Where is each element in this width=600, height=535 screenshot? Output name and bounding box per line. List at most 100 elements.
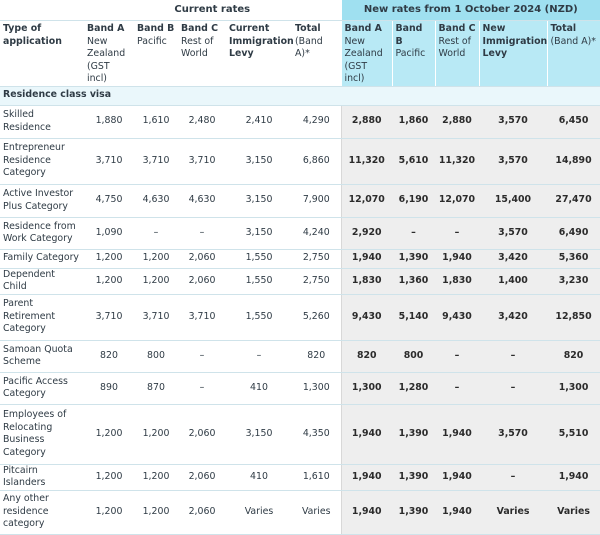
new-rate-cell: 5,360 xyxy=(547,249,600,269)
new-rate-cell: 1,940 xyxy=(340,404,392,465)
current-rate-cell: 4,290 xyxy=(292,105,341,139)
current-rate-cell: 1,610 xyxy=(134,105,178,139)
table-row: Entrepreneur Residence Category 3,710 3,71… xyxy=(0,138,600,185)
current-rate-cell: 3,150 xyxy=(226,138,292,185)
table-row: Family Category 1,200 1,200 2,060 1,550 2,750… xyxy=(0,249,600,269)
section-blank xyxy=(341,86,600,106)
current-rate-cell: 2,060 xyxy=(178,268,226,295)
table-row: Samoan Quota Scheme 820 800– –820 820 800– –82… xyxy=(0,340,600,373)
current-rate-cell: 4,630 xyxy=(178,184,226,218)
current-rate-cell: 2,060 xyxy=(178,249,226,269)
new-rate-cell: 1,830 xyxy=(340,268,392,295)
current-rate-cell: 1,200 xyxy=(134,404,178,465)
new-col-header-3: New Immigration Levy xyxy=(478,20,547,87)
new-rate-cell: – xyxy=(392,217,435,250)
new-rate-cell: 2,920 xyxy=(340,217,392,250)
current-rate-cell: 3,150 xyxy=(226,217,292,250)
cur-col-header-title: Band A xyxy=(87,23,125,34)
new-col-header-title: Band A xyxy=(344,23,382,34)
new-rate-cell: 5,610 xyxy=(392,138,435,185)
new-rate-cell: 14,890 xyxy=(547,138,600,185)
current-rate-cell: 6,860 xyxy=(292,138,341,185)
new-rate-cell: 6,450 xyxy=(547,105,600,139)
current-rate-cell: 2,060 xyxy=(178,490,226,535)
new-rate-cell: 11,320 xyxy=(435,138,479,185)
current-rate-cell: 2,750 xyxy=(292,249,341,269)
current-rate-cell: Varies xyxy=(226,490,292,535)
new-rate-cell: 2,880 xyxy=(435,105,479,139)
current-rate-cell: – xyxy=(178,217,226,250)
current-rate-cell: 800 xyxy=(134,340,178,373)
current-rate-cell: 1,880 xyxy=(84,105,134,139)
new-rate-cell: 2,880 xyxy=(340,105,392,139)
table-row: Pitcairn Islanders 1,200 1,200 2,060 410 1,61… xyxy=(0,464,600,491)
current-rate-cell: 1,200 xyxy=(84,490,134,535)
current-rate-cell: 1,200 xyxy=(134,268,178,295)
new-rate-cell: 1,940 xyxy=(340,490,392,535)
new-rate-cell: 1,390 xyxy=(392,490,435,535)
current-rate-cell: 3,710 xyxy=(134,138,178,185)
table-row: Dependent Child 1,200 1,200 2,060 1,550 2,750… xyxy=(0,268,600,295)
new-rate-cell: 3,570 xyxy=(479,404,547,465)
current-rate-cell: Varies xyxy=(292,490,341,535)
new-rate-cell: 1,280 xyxy=(392,372,435,405)
new-rate-cell: – xyxy=(479,464,547,491)
cur-col-header-title: Band B xyxy=(137,23,175,34)
cur-col-header-1: Band B Pacific xyxy=(134,20,178,87)
group-header-blank xyxy=(0,0,84,21)
current-rate-cell: 1,610 xyxy=(292,464,341,491)
new-rate-cell: 1,940 xyxy=(435,464,479,491)
new-rate-cell: – xyxy=(479,372,547,405)
cur-col-header-sub: (Band A)* xyxy=(295,35,323,60)
current-rate-cell: – xyxy=(226,340,292,373)
group-header-row: Current rates New rates from 1 October 2… xyxy=(0,0,600,21)
row-label: Samoan Quota Scheme xyxy=(0,340,84,373)
new-col-header-sub: Pacific xyxy=(395,48,426,59)
new-rate-cell: 1,940 xyxy=(435,490,479,535)
column-header-row: Type of application Band A New Zealand (G… xyxy=(0,20,600,87)
new-rate-cell: – xyxy=(479,340,547,373)
cur-col-header-sub: Pacific xyxy=(137,35,167,47)
section-row: Residence class visa xyxy=(0,86,600,106)
current-rate-cell: – xyxy=(134,217,178,250)
new-col-header-title: Total xyxy=(550,23,577,34)
current-rate-cell: 820 xyxy=(292,340,341,373)
current-rate-cell: – xyxy=(178,340,226,373)
new-rate-cell: 5,510 xyxy=(547,404,600,465)
current-rate-cell: 4,630 xyxy=(134,184,178,218)
current-rates-group-header: Current rates xyxy=(84,0,341,21)
current-rate-cell: 1,200 xyxy=(134,490,178,535)
new-rate-cell: 12,070 xyxy=(435,184,479,218)
current-rate-cell: 2,750 xyxy=(292,268,341,295)
new-rate-cell: 3,420 xyxy=(479,249,547,269)
new-rate-cell: 1,390 xyxy=(392,249,435,269)
new-col-header-sub: New Zealand (GST incl) xyxy=(344,35,383,85)
current-rate-cell: 1,200 xyxy=(84,249,134,269)
new-col-header-title: Band B xyxy=(395,23,423,47)
new-rate-cell: 12,850 xyxy=(547,294,600,341)
new-rate-cell: – xyxy=(435,340,479,373)
current-rate-cell: 1,550 xyxy=(226,294,292,341)
new-col-header-0: Band A New Zealand (GST incl) xyxy=(340,20,392,87)
row-label: Active Investor Plus Category xyxy=(0,184,84,218)
current-rate-cell: 4,750 xyxy=(84,184,134,218)
new-col-header-title: Band C xyxy=(438,23,476,34)
table-row: Residence from Work Category 1,090– –3,150… xyxy=(0,217,600,250)
cur-col-header-title: Band C xyxy=(181,23,219,34)
new-rate-cell: 6,190 xyxy=(392,184,435,218)
row-label: Skilled Residence xyxy=(0,105,84,139)
new-rate-cell: Varies xyxy=(479,490,547,535)
row-label: Dependent Child xyxy=(0,268,84,295)
table-row: Parent Retirement Category 3,710 3,710 3,71… xyxy=(0,294,600,341)
current-rate-cell: 870 xyxy=(134,372,178,405)
current-rate-cell: 2,060 xyxy=(178,404,226,465)
new-rate-cell: 820 xyxy=(340,340,392,373)
new-rate-cell: – xyxy=(435,217,479,250)
current-rate-cell: 3,710 xyxy=(84,294,134,341)
current-rate-cell: 2,480 xyxy=(178,105,226,139)
current-rate-cell: 1,200 xyxy=(84,404,134,465)
new-rate-cell: Varies xyxy=(547,490,600,535)
current-rate-cell: 3,710 xyxy=(178,294,226,341)
new-rate-cell: 3,570 xyxy=(479,105,547,139)
